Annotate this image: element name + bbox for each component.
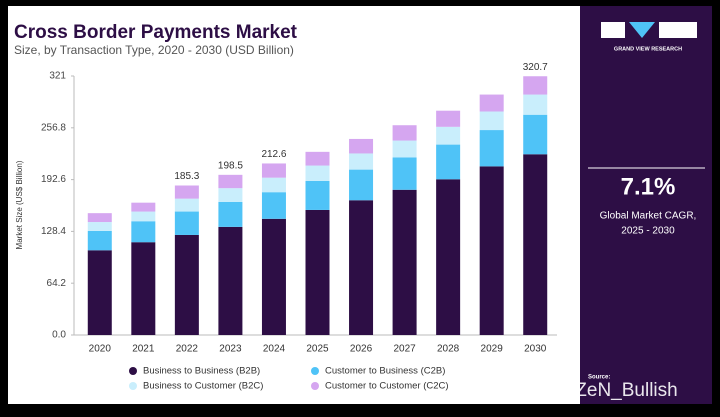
bar-segment [87, 250, 112, 335]
y-tick-label: 321 [49, 71, 66, 82]
x-tick-label: 2024 [263, 344, 286, 355]
bar-segment [479, 130, 504, 167]
cagr-label: Global Market CAGR, [600, 211, 697, 222]
bar-segment [305, 180, 330, 210]
x-tick-label: 2025 [306, 344, 329, 355]
bar-segment [87, 222, 112, 231]
y-tick-label: 64.2 [47, 278, 67, 289]
bar-segment [436, 144, 461, 180]
bar-segment [174, 198, 199, 212]
x-tick-label: 2020 [89, 344, 112, 355]
watermark: @ZeN_Bullish [556, 380, 678, 401]
bar-segment [218, 226, 243, 335]
bar-segment [349, 153, 374, 170]
legend-swatch [311, 367, 319, 375]
bar-segment [218, 174, 243, 189]
x-tick-label: 2022 [176, 344, 199, 355]
bar-segment [218, 201, 243, 227]
logo [601, 22, 697, 38]
x-tick-label: 2030 [524, 344, 547, 355]
bar-segment [131, 221, 156, 243]
legend-swatch [129, 367, 137, 375]
cagr-period: 2025 - 2030 [621, 226, 675, 237]
legend-label: Customer to Business (C2B) [325, 366, 445, 377]
x-tick-label: 2029 [481, 344, 504, 355]
bar-segment [305, 209, 330, 335]
bar-segment [218, 188, 243, 202]
bar-segment [523, 154, 548, 335]
x-tick-label: 2023 [219, 344, 242, 355]
total-label: 320.7 [523, 62, 548, 73]
bar-segment [261, 177, 286, 193]
logo-block [659, 22, 697, 38]
bar-segment [392, 140, 417, 158]
bar-segment [174, 234, 199, 335]
bar-segment [349, 200, 374, 335]
legend-label: Business to Business (B2B) [143, 366, 260, 377]
brand: GRAND VIEW RESEARCH [614, 46, 682, 52]
total-label: 198.5 [218, 160, 243, 171]
x-tick-label: 2026 [350, 344, 373, 355]
logo-triangle [629, 22, 655, 38]
bar-segment [131, 202, 156, 212]
bar-segment [392, 125, 417, 141]
total-label: 185.3 [174, 171, 199, 182]
bar-segment [261, 163, 286, 178]
bar-segment [261, 192, 286, 219]
y-tick-label: 192.6 [41, 174, 66, 185]
bar-segment [392, 157, 417, 190]
x-tick-label: 2021 [132, 344, 155, 355]
bar-segment [392, 189, 417, 335]
logo-block [601, 22, 625, 38]
bar-segment [436, 179, 461, 335]
bar-segment [174, 185, 199, 199]
x-tick-label: 2028 [437, 344, 460, 355]
bar-segment [436, 126, 461, 145]
bar-segment [523, 94, 548, 115]
y-tick-label: 128.4 [41, 226, 66, 237]
bar-segment [349, 138, 374, 154]
bar-segment [479, 94, 504, 112]
bar-segment [305, 165, 330, 181]
legend-swatch [129, 382, 137, 390]
bar-segment [87, 230, 112, 251]
bar-segment [261, 218, 286, 335]
sidebar [580, 6, 712, 404]
bar-segment [131, 242, 156, 335]
y-tick-label: 256.8 [41, 122, 66, 133]
bar-segment [523, 76, 548, 95]
bar-segment [479, 111, 504, 131]
chart-subtitle: Size, by Transaction Type, 2020 - 2030 (… [14, 43, 294, 57]
x-tick-label: 2027 [393, 344, 416, 355]
bar-segment [131, 211, 156, 222]
bar-segment [436, 110, 461, 127]
total-label: 212.6 [261, 149, 286, 160]
chart-title: Cross Border Payments Market [14, 22, 298, 43]
bar-segment [349, 169, 374, 201]
bar-segment [305, 151, 330, 166]
legend-swatch [311, 382, 319, 390]
bar-segment [479, 166, 504, 335]
cagr-value: 7.1% [621, 173, 676, 200]
y-tick-label: 0.0 [52, 330, 66, 341]
bar-segment [174, 211, 199, 235]
bar-segment [87, 213, 112, 223]
source: Source: [588, 375, 610, 381]
legend-label: Business to Customer (B2C) [143, 381, 263, 392]
bar-segment [523, 114, 548, 155]
y-axis-label: Market Size (US$ Billion) [15, 160, 24, 249]
legend-label: Customer to Customer (C2C) [325, 381, 449, 392]
